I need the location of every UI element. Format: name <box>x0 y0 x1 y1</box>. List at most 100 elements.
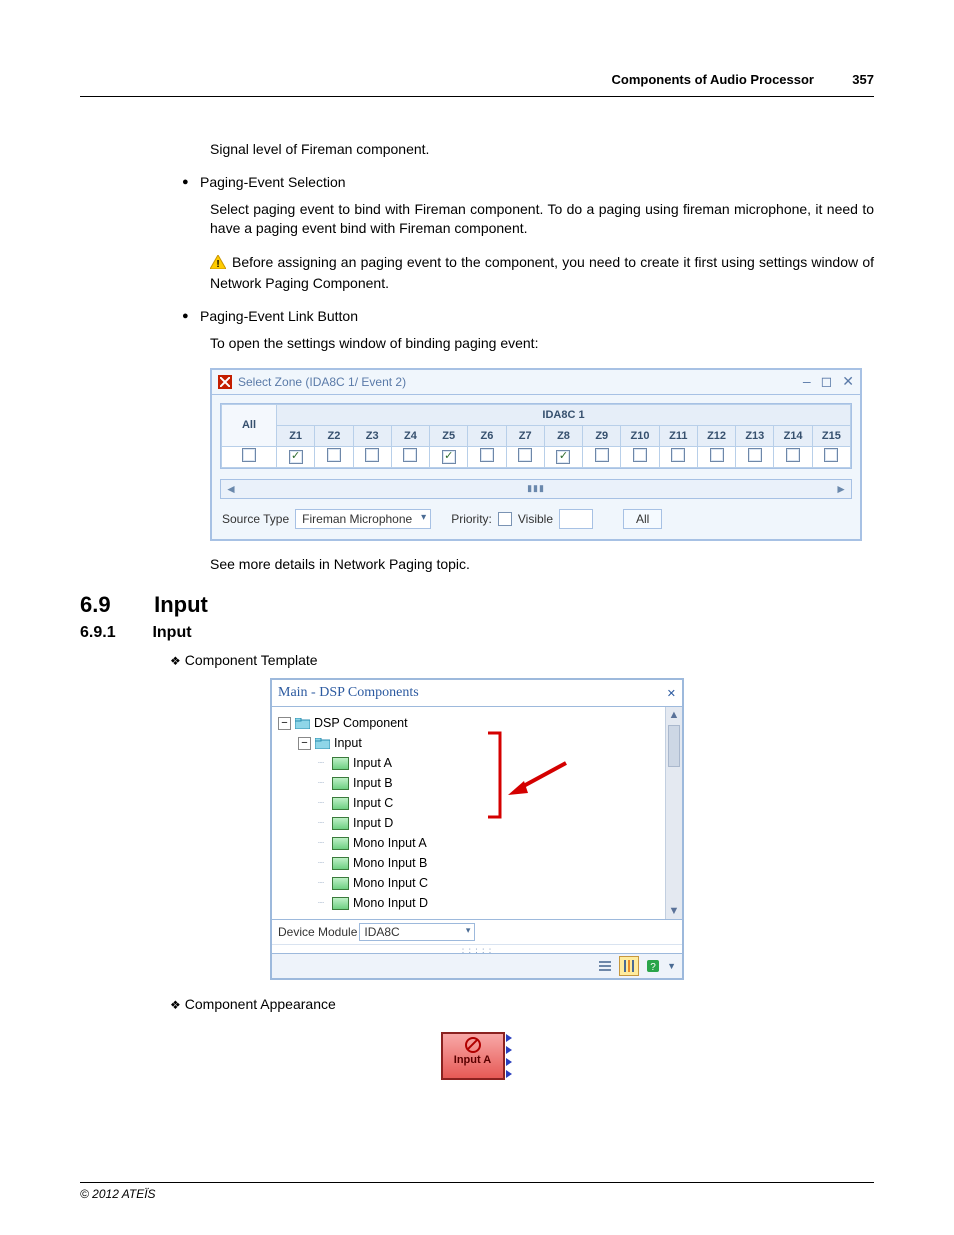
page-number: 357 <box>834 72 874 87</box>
zone-checkbox-cell[interactable] <box>659 446 697 467</box>
component-appearance-label: Component Appearance <box>185 996 336 1012</box>
zone-checkbox-cell[interactable] <box>774 446 812 467</box>
zone-column-header[interactable]: Z15 <box>812 425 850 446</box>
header-rule <box>80 96 874 97</box>
tree-leaf[interactable]: ┈Input C <box>278 793 678 813</box>
zone-column-header[interactable]: Z13 <box>736 425 774 446</box>
vertical-scrollbar[interactable]: ▲ ▼ <box>665 707 682 919</box>
close-icon[interactable]: ✕ <box>667 687 676 700</box>
collapse-icon[interactable]: − <box>278 717 291 730</box>
minimize-icon[interactable]: – <box>803 373 811 390</box>
zone-checkbox-cell[interactable] <box>506 446 544 467</box>
tree-leaf[interactable]: ┈Input D <box>278 813 678 833</box>
maximize-icon[interactable]: ◻ <box>821 373 833 390</box>
priority-label: Priority: <box>451 512 492 526</box>
all-button[interactable]: All <box>623 509 662 529</box>
zone-column-header[interactable]: Z2 <box>315 425 353 446</box>
zone-column-header[interactable]: Z10 <box>621 425 659 446</box>
zone-checkbox-cell[interactable] <box>315 446 353 467</box>
scroll-up-icon[interactable]: ▲ <box>666 707 682 723</box>
zone-column-header[interactable]: Z4 <box>391 425 429 446</box>
tree-leaf[interactable]: ┈ Mono Input B <box>278 853 678 873</box>
tree-leaf-label: Mono Input B <box>353 856 427 870</box>
copyright: © 2012 ATEÏS <box>80 1187 156 1201</box>
help-icon[interactable]: ? <box>643 956 663 976</box>
tree-node-input[interactable]: − Input <box>278 733 678 753</box>
zone-checkbox-cell[interactable] <box>277 446 315 467</box>
zone-column-header[interactable]: Z11 <box>659 425 697 446</box>
scroll-down-icon[interactable]: ▼ <box>666 903 682 919</box>
scroll-right-icon[interactable]: ► <box>835 482 847 496</box>
collapse-icon[interactable]: − <box>298 737 311 750</box>
input-a-label: Input A <box>454 1054 491 1066</box>
tree-leaf[interactable]: ┈Input A <box>278 753 678 773</box>
svg-text:?: ? <box>650 962 656 973</box>
component-icon <box>332 837 349 850</box>
component-appearance-figure: Input A <box>417 1022 537 1090</box>
port-icon <box>506 1034 512 1042</box>
zone-column-header[interactable]: Z9 <box>583 425 621 446</box>
warning-paragraph: ! Before assigning an paging event to th… <box>210 253 874 294</box>
tree-leaf[interactable]: ┈ Mono Input C <box>278 873 678 893</box>
tree-connector-icon: ┈ <box>314 798 328 809</box>
source-type-label: Source Type <box>222 512 289 526</box>
component-icon <box>332 857 349 870</box>
dsp-components-window: Main - DSP Components ✕ ▲ ▼ − DSP Compon… <box>270 678 684 980</box>
zone-checkbox-cell[interactable] <box>468 446 506 467</box>
tree-leaf-label: Mono Input C <box>353 876 428 890</box>
zone-column-header[interactable]: Z7 <box>506 425 544 446</box>
tree-leaf[interactable]: ┈Mono Input D <box>278 893 678 913</box>
bullet-label: Paging-Event Link Button <box>200 308 358 324</box>
zone-checkbox-cell[interactable] <box>353 446 391 467</box>
tree-connector-icon: ┈ <box>314 878 328 889</box>
zone-body: All IDA8C 1 Z1Z2Z3Z4Z5Z6Z7Z8Z9Z10Z11Z12Z… <box>212 395 860 539</box>
zone-checkbox-cell[interactable] <box>697 446 735 467</box>
subsection-number: 6.9.1 <box>80 624 148 642</box>
zone-column-header[interactable]: Z1 <box>277 425 315 446</box>
bullet-paging-event-selection: ● Paging-Event Selection <box>182 174 874 190</box>
header-title: Components of Audio Processor <box>612 72 814 87</box>
visible-checkbox[interactable] <box>498 512 512 526</box>
tree-leaf[interactable]: ┈Input B <box>278 773 678 793</box>
visible-label: Visible <box>518 512 553 526</box>
list-view-icon[interactable] <box>595 956 615 976</box>
component-template-heading: ❖Component Template <box>170 652 874 668</box>
zone-column-header[interactable]: Z3 <box>353 425 391 446</box>
close-icon[interactable]: ✕ <box>842 373 854 390</box>
zone-checkbox-cell[interactable] <box>812 446 850 467</box>
tree-connector-icon: ┈ <box>314 858 328 869</box>
device-module-label: Device Module <box>278 925 357 939</box>
scroll-left-icon[interactable]: ◄ <box>225 482 237 496</box>
zone-column-header[interactable]: Z12 <box>697 425 735 446</box>
zone-column-header[interactable]: Z5 <box>430 425 468 446</box>
zone-column-header[interactable]: Z6 <box>468 425 506 446</box>
column-view-icon[interactable] <box>619 956 639 976</box>
all-header[interactable]: All <box>222 404 277 446</box>
component-template-label: Component Template <box>185 652 318 668</box>
device-module-dropdown[interactable]: IDA8C <box>359 923 475 941</box>
scroll-thumb[interactable] <box>668 725 680 767</box>
zone-checkbox-cell[interactable] <box>391 446 429 467</box>
app-icon <box>218 375 232 389</box>
port-icon <box>506 1046 512 1054</box>
source-type-dropdown[interactable]: Fireman Microphone <box>295 509 431 529</box>
all-checkbox-cell[interactable] <box>222 446 277 467</box>
zone-column-header[interactable]: Z8 <box>544 425 582 446</box>
priority-input[interactable] <box>559 509 593 529</box>
zone-checkbox-cell[interactable] <box>736 446 774 467</box>
resize-grip[interactable]: : : : : : <box>272 944 682 953</box>
zone-checkbox-cell[interactable] <box>583 446 621 467</box>
section-number: 6.9 <box>80 592 148 618</box>
dropdown-icon[interactable]: ▼ <box>667 961 676 971</box>
component-icon <box>332 817 349 830</box>
horizontal-scrollbar[interactable]: ◄ ▮▮▮ ► <box>220 479 852 499</box>
tree-root[interactable]: − DSP Component <box>278 713 678 733</box>
bracket-annotation <box>488 731 504 819</box>
zone-checkbox-cell[interactable] <box>430 446 468 467</box>
zone-checkbox-cell[interactable] <box>621 446 659 467</box>
tree-connector-icon: ┈ <box>314 838 328 849</box>
tree-leaf[interactable]: ┈ Mono Input A <box>278 833 678 853</box>
zone-column-header[interactable]: Z14 <box>774 425 812 446</box>
tree-leaf-label: Mono Input A <box>353 836 427 850</box>
zone-checkbox-cell[interactable] <box>544 446 582 467</box>
